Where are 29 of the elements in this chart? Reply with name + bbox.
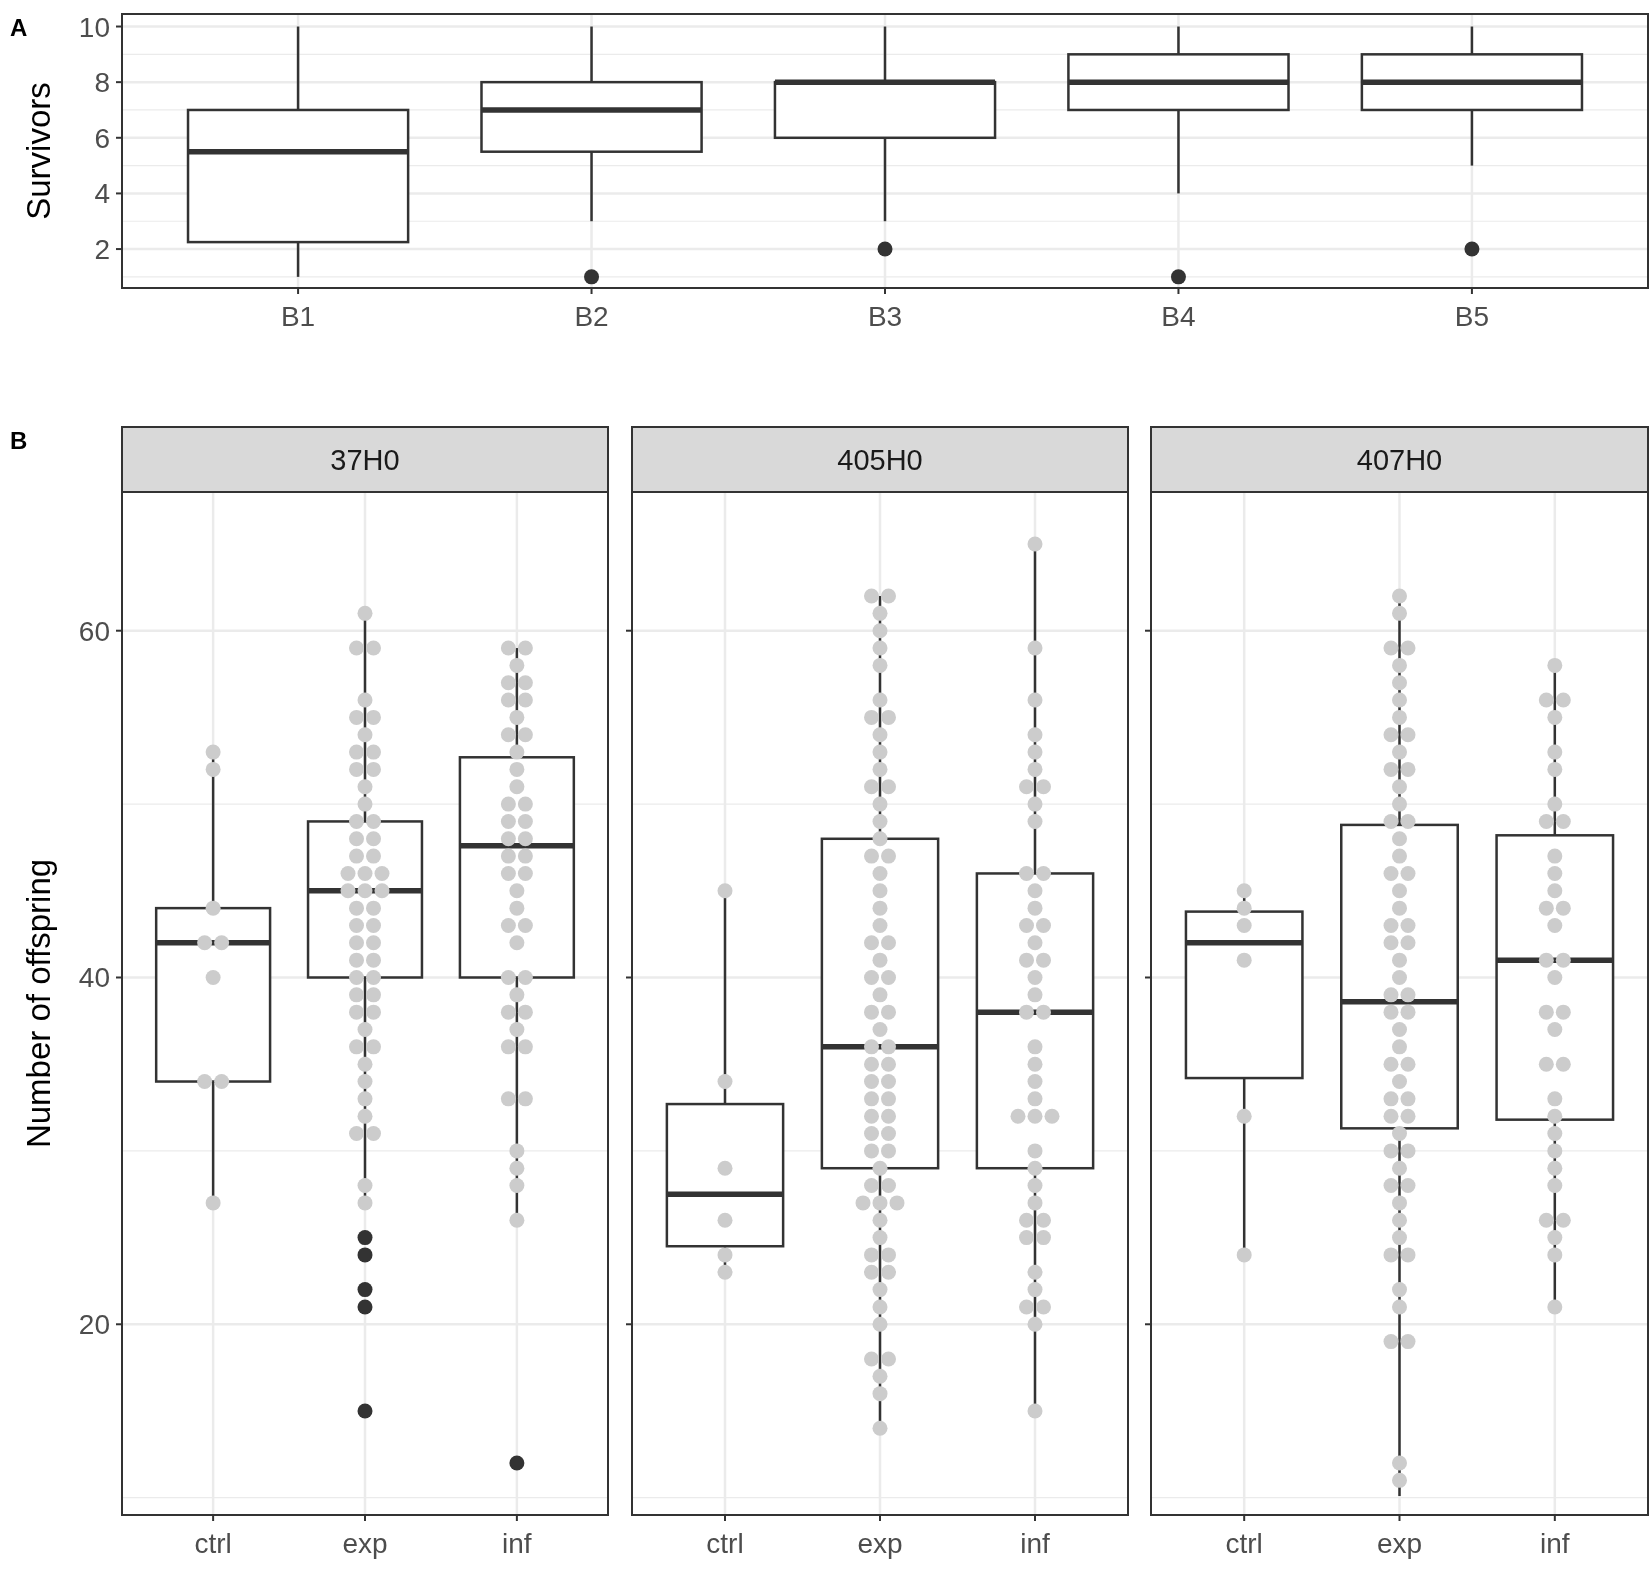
x-tick-label: ctrl	[706, 1528, 744, 1559]
x-tick-label: ctrl	[194, 1528, 232, 1559]
x-tick-label: B1	[280, 301, 316, 332]
chart-title: 405H0	[837, 443, 923, 476]
x-tick-label: B2	[574, 301, 609, 332]
y-tick-label: 10	[78, 11, 110, 43]
chart-title: 37H0	[330, 443, 400, 476]
x-tick-label: B5	[1454, 301, 1490, 332]
x-tick-label: B4	[1161, 301, 1196, 332]
y-axis-title: Survivors	[20, 82, 57, 220]
x-tick-label: inf	[502, 1528, 532, 1559]
y-tick-label: 4	[94, 178, 110, 210]
y-tick-label: 2	[94, 234, 110, 266]
x-tick-label: inf	[1540, 1528, 1570, 1559]
x-tick-label: B3	[867, 301, 903, 332]
y-tick-label: 8	[94, 67, 110, 99]
y-tick-label: 6	[94, 122, 110, 154]
text: A	[10, 14, 28, 41]
x-tick-label: exp	[342, 1528, 388, 1559]
y-tick-label: 20	[78, 1309, 110, 1341]
x-tick-label: ctrl	[1225, 1528, 1263, 1559]
text: B	[10, 427, 28, 454]
y-tick-label: 60	[78, 615, 110, 647]
y-axis-title: Number of offspring	[20, 858, 57, 1149]
chart-title: 407H0	[1356, 443, 1443, 476]
x-tick-label: exp	[857, 1528, 903, 1559]
x-tick-label: inf	[1020, 1528, 1050, 1559]
y-tick-label: 40	[78, 962, 110, 994]
x-tick-label: exp	[1376, 1528, 1423, 1559]
